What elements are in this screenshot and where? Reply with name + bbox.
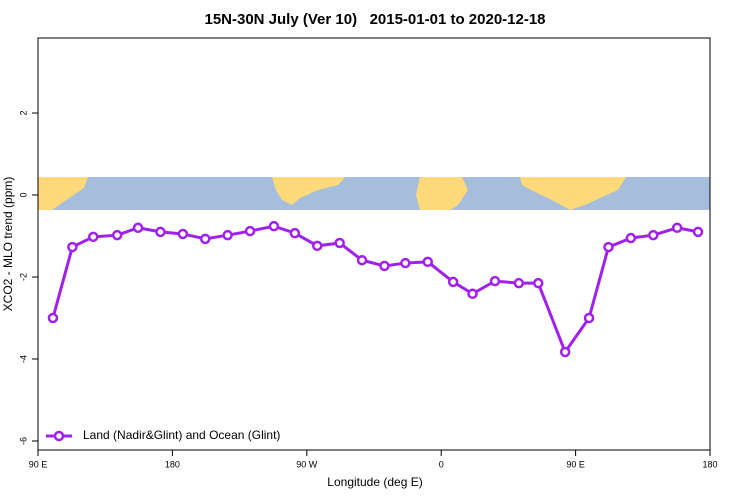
data-point [111, 229, 123, 241]
data-point [47, 312, 59, 324]
data-point [177, 228, 189, 240]
data-point [422, 256, 434, 268]
data-point [379, 260, 390, 272]
data-point [559, 346, 571, 358]
y-tick-label: 0 [18, 193, 28, 198]
data-point [533, 277, 544, 289]
data-point [671, 222, 683, 234]
x-tick-label: 90 E [29, 459, 48, 469]
data-point [400, 257, 411, 269]
y-tick-label: -6 [18, 437, 28, 445]
y-tick-label: 2 [18, 111, 28, 116]
data-point [132, 222, 144, 234]
data-point [447, 276, 459, 288]
plot-frame [37, 37, 711, 451]
data-point [88, 231, 99, 243]
data-point [625, 232, 637, 244]
data-point [467, 288, 478, 300]
data-point [268, 220, 280, 232]
data-point [603, 241, 614, 253]
data-point [222, 229, 233, 241]
x-tick-label: 180 [702, 459, 717, 469]
series-line [51, 224, 699, 356]
y-axis-label: XCO2 - MLO trend (ppm) [1, 177, 15, 312]
data-point [648, 229, 659, 241]
x-axis-label: Longitude (deg E) [327, 475, 422, 489]
legend-label: Land (Nadir&Glint) and Ocean (Glint) [83, 428, 280, 442]
data-point [155, 226, 166, 238]
data-point [200, 233, 211, 245]
data-point [244, 225, 256, 237]
data-point [356, 254, 368, 266]
data-point [334, 237, 345, 249]
data-point [289, 227, 301, 239]
x-tick-label: 180 [165, 459, 180, 469]
legend-marker [53, 430, 65, 442]
y-tick-label: -4 [18, 355, 28, 363]
x-tick-label: 0 [439, 459, 444, 469]
x-tick-label: 90 W [296, 459, 318, 469]
data-point [67, 241, 78, 253]
y-tick-label: -2 [18, 273, 28, 281]
map-band [38, 177, 710, 210]
data-point [583, 312, 595, 324]
data-point [692, 226, 704, 238]
chart-title: 15N-30N July (Ver 10) 2015-01-01 to 2020… [204, 11, 545, 28]
data-point [312, 240, 323, 252]
data-point [513, 277, 525, 289]
data-point [489, 275, 501, 287]
x-tick-label: 90 E [566, 459, 585, 469]
